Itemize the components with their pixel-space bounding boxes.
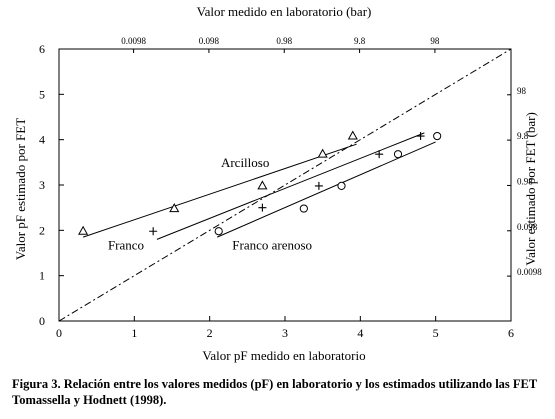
y2-tick-label: 0.98 [517, 176, 533, 186]
y-tick-label: 4 [39, 133, 45, 147]
reference-line-group [58, 48, 512, 322]
point-arcilloso [78, 225, 89, 235]
point-franco-arenoso [214, 227, 223, 236]
fit-line-franco [156, 132, 425, 240]
point-franco [375, 150, 384, 159]
y-tick-label: 2 [39, 223, 45, 237]
x-tick-label: 6 [508, 326, 514, 340]
point-franco [416, 132, 425, 141]
x-tick-label: 4 [357, 326, 363, 340]
y2-tick-label: 0.0098 [517, 267, 542, 277]
point-franco-arenoso [299, 204, 308, 213]
fit-line-arcilloso [82, 143, 357, 238]
point-arcilloso [169, 203, 180, 213]
series-label-franco-arenoso: Franco arenoso [232, 237, 312, 252]
x2-axis-label: Valor medido en laboratorio (bar) [197, 4, 372, 19]
x-tick-label: 3 [282, 326, 288, 340]
caption-label: Figura 3. [12, 377, 61, 391]
y-tick-label: 5 [39, 87, 45, 101]
series-label-arcilloso: Arcilloso [221, 155, 269, 170]
x2-tick-label: 0.98 [276, 36, 292, 46]
y-axis-label: Valor pF estimado por FET [13, 118, 28, 260]
x-tick-label: 2 [207, 326, 213, 340]
y-tick-label: 0 [39, 314, 45, 328]
figure-caption: Figura 3. Relación entre los valores med… [12, 376, 547, 408]
reference-line-1to1 [58, 48, 512, 322]
caption-text: Relación entre los valores medidos (pF) … [12, 377, 538, 407]
point-arcilloso [317, 148, 328, 158]
point-arcilloso [257, 180, 268, 190]
x2-tick-label: 0.098 [199, 36, 220, 46]
point-arcilloso [347, 130, 358, 140]
point-franco-arenoso [393, 150, 403, 159]
point-franco-arenoso [433, 131, 442, 141]
y2-tick-label: 98 [517, 86, 527, 96]
y2-tick-label: 9.8 [517, 131, 529, 141]
point-franco [149, 227, 158, 236]
y2-tick-label: 0.098 [517, 222, 538, 232]
x-tick-label: 0 [56, 326, 62, 340]
y-tick-label: 1 [39, 269, 45, 283]
point-franco-arenoso [337, 181, 346, 191]
series-labels-group: Arcilloso Franco Franco arenoso [108, 155, 312, 253]
y2-axis-label: Valor estimado por FET (bar) [523, 112, 538, 266]
point-franco [258, 203, 267, 212]
x2-tick-label: 0.0098 [121, 36, 146, 46]
y-tick-label: 6 [39, 42, 45, 56]
y-tick-label: 3 [39, 178, 45, 192]
data-points-group [78, 130, 442, 236]
x2-tick-label: 9.8 [354, 36, 366, 46]
x2-tick-label: 98 [430, 36, 440, 46]
tick-group: 0 1 2 3 4 5 6 0 1 2 3 4 5 6 0.0098 0.098 0.98 9.8 98 0.0098… [39, 36, 542, 340]
x-tick-label: 1 [131, 326, 137, 340]
x-axis-label: Valor pF medido en laboratorio [202, 348, 365, 363]
point-franco [314, 181, 323, 190]
chart: 0 1 2 3 4 5 6 0 1 2 3 4 5 6 0.0098 0.098 0.98 9.8 98 0.0098… [13, 4, 542, 363]
x-tick-label: 5 [433, 326, 439, 340]
series-label-franco: Franco [108, 237, 144, 252]
